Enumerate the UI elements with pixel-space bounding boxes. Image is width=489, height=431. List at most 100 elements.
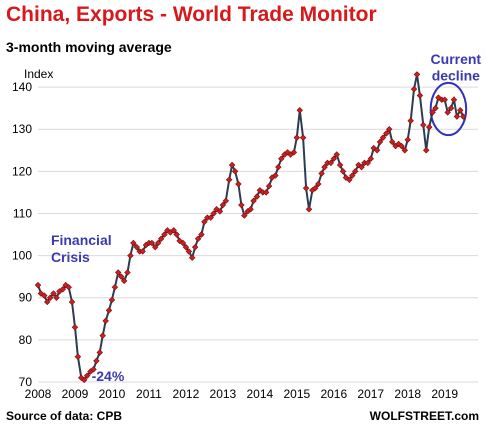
data-point bbox=[71, 324, 79, 331]
y-axis-ticks: 70 80 90 100 110 120 130 140 bbox=[12, 80, 32, 389]
data-point bbox=[74, 353, 82, 360]
data-point bbox=[410, 85, 418, 93]
data-point bbox=[262, 189, 270, 196]
data-point bbox=[296, 107, 304, 114]
data-point bbox=[37, 290, 45, 297]
data-point bbox=[423, 147, 430, 154]
x-tick-label: 2009 bbox=[62, 387, 89, 401]
data-point bbox=[65, 283, 72, 291]
x-tick-label: 2015 bbox=[283, 387, 310, 401]
data-point bbox=[225, 176, 233, 183]
data-point bbox=[457, 107, 464, 114]
x-tick-label: 2011 bbox=[136, 387, 162, 401]
data-point bbox=[216, 208, 224, 215]
data-point bbox=[315, 180, 322, 188]
y-axis-label: Index bbox=[24, 67, 53, 81]
data-point bbox=[407, 117, 414, 124]
data-point bbox=[450, 96, 458, 103]
data-point bbox=[383, 130, 390, 137]
data-point bbox=[250, 197, 257, 205]
data-point bbox=[305, 206, 313, 213]
data-point bbox=[358, 163, 365, 171]
x-tick-label: 2019 bbox=[431, 387, 458, 401]
data-point bbox=[96, 349, 103, 356]
data-point bbox=[68, 298, 76, 306]
data-point bbox=[447, 104, 455, 112]
data-point bbox=[453, 113, 461, 120]
data-point bbox=[238, 201, 245, 209]
brand-label: WOLFSTREET.com bbox=[369, 409, 479, 423]
data-point bbox=[161, 231, 168, 238]
data-point bbox=[182, 243, 190, 251]
data-point bbox=[302, 184, 310, 192]
data-point bbox=[228, 161, 236, 169]
x-tick-label: 2018 bbox=[394, 387, 421, 401]
data-point bbox=[247, 206, 254, 213]
data-point bbox=[388, 138, 396, 146]
data-point bbox=[219, 201, 227, 209]
data-point bbox=[241, 212, 248, 219]
data-point bbox=[83, 372, 91, 379]
data-point bbox=[395, 140, 402, 148]
data-point bbox=[349, 172, 356, 179]
annotation-label: Current bbox=[431, 51, 482, 67]
data-point bbox=[222, 197, 230, 205]
data-point bbox=[210, 210, 217, 217]
data-point bbox=[105, 307, 113, 314]
data-point bbox=[78, 374, 85, 382]
x-tick-label: 2016 bbox=[320, 387, 347, 401]
data-point bbox=[413, 71, 421, 78]
data-point bbox=[102, 317, 109, 325]
data-point bbox=[299, 134, 307, 141]
data-point bbox=[164, 227, 171, 234]
y-tick-label: 140 bbox=[12, 80, 32, 94]
annotation-label: Financial bbox=[51, 232, 112, 248]
y-tick-label: 70 bbox=[19, 375, 33, 389]
data-point bbox=[459, 113, 467, 120]
annotation-label: Crisis bbox=[51, 249, 90, 265]
data-point bbox=[151, 243, 159, 251]
x-tick-label: 2014 bbox=[246, 387, 273, 401]
x-tick-label: 2008 bbox=[25, 387, 52, 401]
data-point bbox=[398, 142, 405, 150]
data-point bbox=[352, 168, 359, 175]
data-point bbox=[99, 332, 106, 339]
data-point bbox=[376, 138, 384, 146]
data-point bbox=[108, 296, 116, 304]
y-tick-label: 110 bbox=[13, 206, 32, 220]
data-point bbox=[318, 170, 325, 177]
x-tick-label: 2013 bbox=[210, 387, 237, 401]
data-point bbox=[154, 239, 162, 247]
data-point bbox=[173, 231, 180, 238]
data-point bbox=[124, 269, 131, 276]
data-point bbox=[117, 273, 125, 280]
data-point bbox=[93, 357, 100, 365]
y-tick-label: 130 bbox=[12, 122, 32, 136]
data-point bbox=[330, 155, 338, 162]
data-point bbox=[290, 149, 298, 156]
data-point bbox=[191, 243, 199, 251]
data-point bbox=[278, 155, 285, 162]
current-decline-highlight bbox=[429, 81, 468, 137]
data-point bbox=[130, 239, 137, 247]
data-point bbox=[194, 235, 202, 242]
data-point bbox=[44, 298, 51, 306]
data-point bbox=[188, 254, 196, 261]
data-point bbox=[416, 92, 424, 99]
data-point bbox=[432, 104, 439, 112]
x-axis-ticks: 2008 2009 2010 2011 2012 2013 2014 2015 2016 2017… bbox=[25, 387, 459, 401]
data-point bbox=[127, 252, 134, 259]
data-markers bbox=[34, 71, 467, 384]
data-point bbox=[441, 96, 448, 103]
data-point bbox=[364, 159, 372, 167]
data-point bbox=[157, 235, 165, 242]
data-point bbox=[435, 94, 442, 101]
data-point bbox=[231, 168, 239, 175]
data-point bbox=[90, 366, 97, 373]
data-point bbox=[46, 294, 54, 301]
data-point bbox=[401, 147, 409, 154]
data-point bbox=[336, 161, 344, 169]
data-point bbox=[293, 134, 301, 141]
data-point bbox=[404, 136, 411, 143]
